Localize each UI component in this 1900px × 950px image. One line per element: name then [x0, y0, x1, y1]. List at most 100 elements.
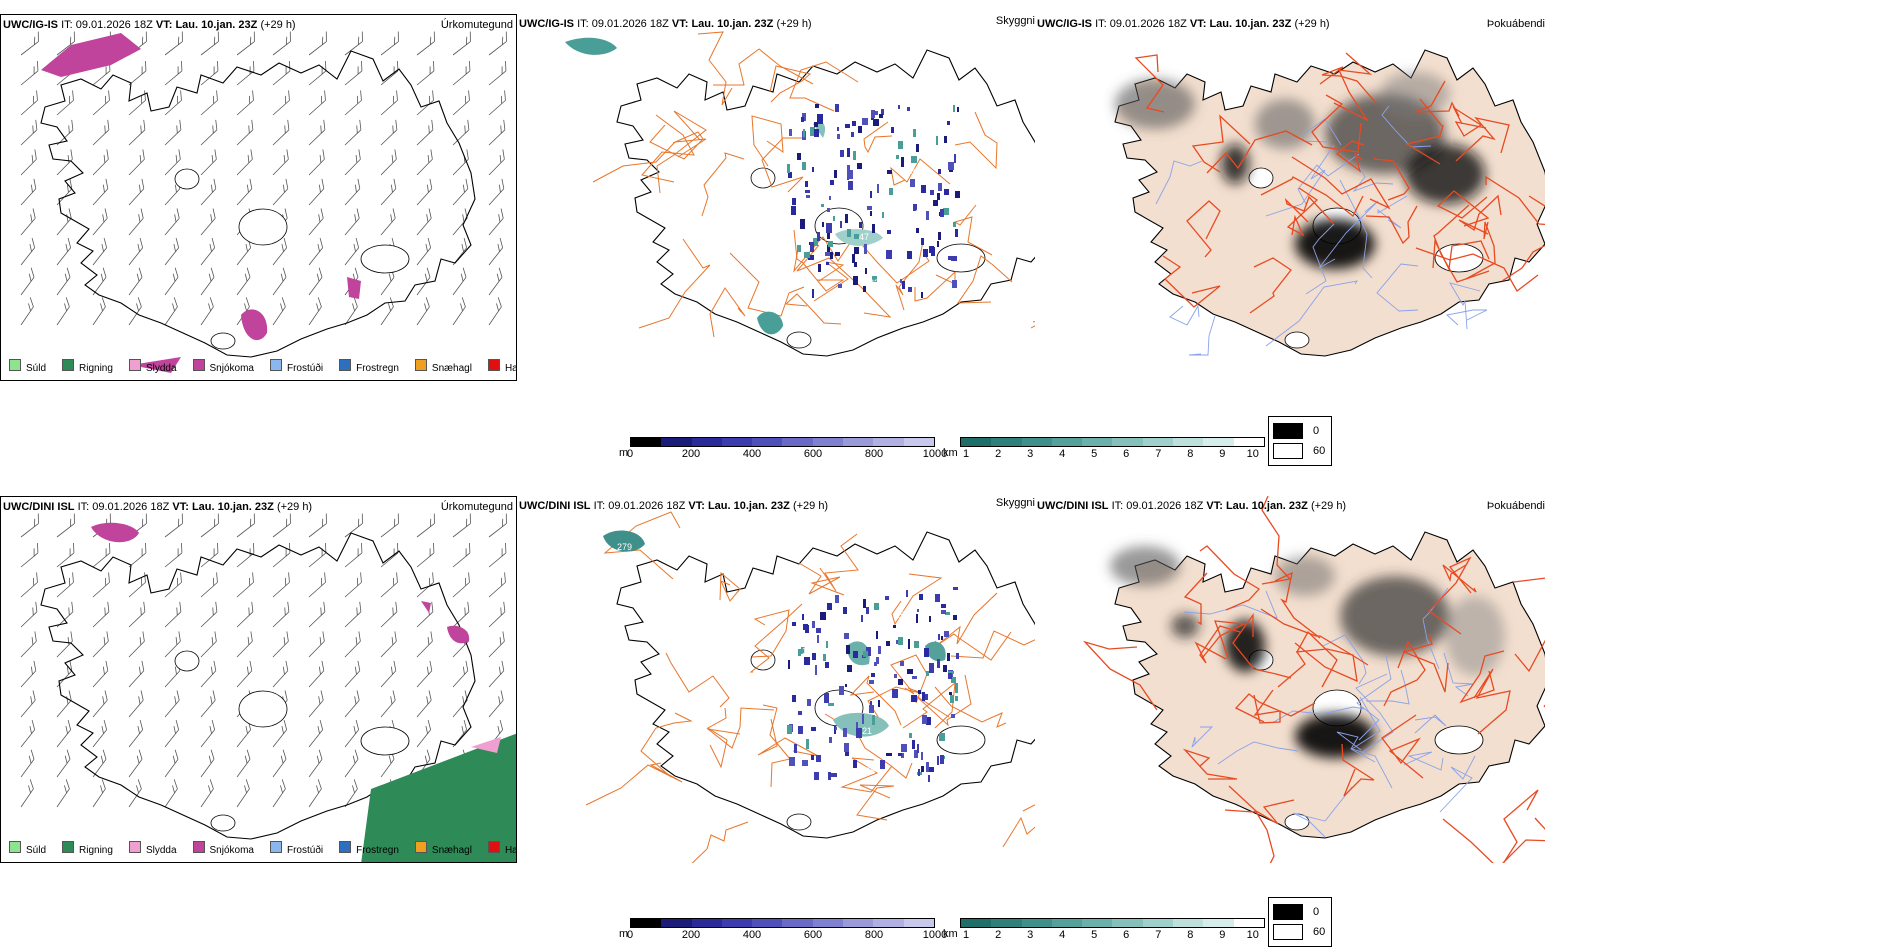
cloud-base-spot — [929, 616, 931, 622]
wind-barb — [56, 31, 75, 56]
precip-map — [20, 513, 516, 862]
wind-barb — [488, 237, 504, 266]
cloud-base-spot — [834, 170, 837, 178]
cloud-base-spot — [886, 641, 890, 646]
cloud-base-spot — [919, 594, 923, 600]
rain-area — [361, 733, 516, 862]
cloud-base-spot — [929, 663, 934, 673]
low-visibility-area — [565, 37, 617, 55]
cloud-base-spot — [943, 665, 947, 672]
wind-barb — [452, 601, 470, 628]
cloud-base-spot — [789, 757, 795, 766]
precip-map — [20, 31, 507, 373]
road — [1428, 556, 1472, 635]
cloud-base-spot — [858, 126, 862, 133]
tick-label: 1 — [963, 929, 970, 941]
colorbar-unit: km — [943, 928, 958, 940]
cloud-label: 27 — [957, 608, 967, 618]
wind-barb — [20, 90, 38, 116]
river — [1352, 165, 1394, 192]
tick-label: 200 — [681, 448, 701, 460]
cloud-base-spot — [874, 603, 879, 610]
wind-barb — [272, 779, 286, 808]
wind-barb — [272, 297, 286, 326]
river — [1376, 263, 1419, 312]
road — [706, 707, 775, 749]
cloud-base-spot — [922, 692, 925, 701]
road — [1286, 187, 1319, 237]
cloud-base-spot — [909, 733, 912, 738]
colorbar-unit: km — [943, 447, 958, 459]
cloud-base-spot — [854, 234, 859, 239]
wind-barb — [236, 178, 253, 206]
wind-barb — [92, 178, 109, 206]
wind-barb — [20, 267, 35, 296]
tick-label: 7 — [1155, 448, 1162, 460]
wind-barb — [308, 60, 327, 86]
wind-barb — [200, 631, 217, 658]
road — [713, 48, 814, 86]
cloud-base-spot — [953, 105, 955, 112]
iceland-outline — [40, 532, 476, 840]
river — [1449, 282, 1481, 330]
cloud-base-spot — [859, 222, 862, 228]
wind-barb — [200, 178, 217, 206]
cloud-base-spot — [788, 660, 790, 669]
wind-barb — [380, 149, 397, 176]
colorbar-unit: m — [619, 928, 629, 940]
visibility-map: 1 9 19 10 16 47 82 — [565, 31, 1035, 357]
river — [1188, 315, 1216, 356]
wind-barb — [128, 572, 146, 598]
legend-item: 0 — [1273, 902, 1327, 922]
road — [1284, 195, 1334, 224]
wind-barb — [128, 119, 146, 146]
cloud-base-spot — [907, 107, 910, 111]
wind-barb — [488, 631, 505, 658]
wind-barb — [164, 119, 182, 146]
cloud-base-spot — [937, 756, 939, 765]
road — [761, 137, 805, 193]
cloud-base-spot — [866, 647, 871, 656]
cloud-label: 15 — [847, 672, 857, 682]
cloud-base-spot — [947, 653, 950, 661]
wind-barb — [344, 60, 363, 86]
road — [769, 65, 812, 103]
wind-barb — [308, 237, 324, 266]
cloud-base-spot — [951, 256, 957, 261]
visibility-colorbar: 1 2 3 4 5 6 7 8 9 10 km — [943, 918, 1265, 942]
cloud-base-spot — [898, 679, 903, 685]
visibility-panel-bottom: UWC/DINI ISL IT: 09.01.2026 18Z VT: Lau.… — [517, 496, 1035, 863]
cloud-base-spot — [853, 651, 858, 658]
wind-barb — [236, 267, 251, 296]
precip-panel-bottom: UWC/DINI ISL IT: 09.01.2026 18Z VT: Lau.… — [0, 496, 517, 863]
cloud-base-spot — [871, 110, 875, 118]
road — [1432, 238, 1490, 272]
cloud-base-spot — [869, 680, 874, 684]
wind-barb — [92, 90, 110, 116]
wind-barb — [380, 513, 399, 538]
cloud-base-spot — [835, 727, 837, 730]
precip-panel-top: UWC/IG-IS IT: 09.01.2026 18Z VT: Lau. 10… — [0, 14, 517, 381]
wind-barb — [344, 513, 363, 538]
wind-barb — [164, 149, 181, 176]
cloud-base-spot — [827, 245, 830, 254]
wind-barb — [56, 149, 73, 176]
cloud-base-spot — [857, 163, 862, 169]
road — [1260, 176, 1364, 217]
glacier-outline — [360, 726, 410, 756]
tick-label: 3 — [1027, 448, 1034, 460]
wind-barb — [272, 601, 290, 628]
cloud-label: 06 — [889, 584, 899, 594]
wind-barb — [308, 119, 326, 146]
tick-label: 600 — [803, 448, 823, 460]
road — [1502, 789, 1539, 863]
wind-barb — [380, 208, 396, 236]
cloud-base-spot — [847, 165, 850, 174]
cloud-base-spot — [835, 104, 839, 112]
wind-barb — [272, 119, 290, 146]
wind-barb — [20, 31, 39, 56]
wind-barb — [308, 601, 326, 628]
wind-barb — [164, 267, 179, 296]
cloud-base-spot — [911, 156, 917, 163]
wind-barb — [308, 178, 325, 206]
